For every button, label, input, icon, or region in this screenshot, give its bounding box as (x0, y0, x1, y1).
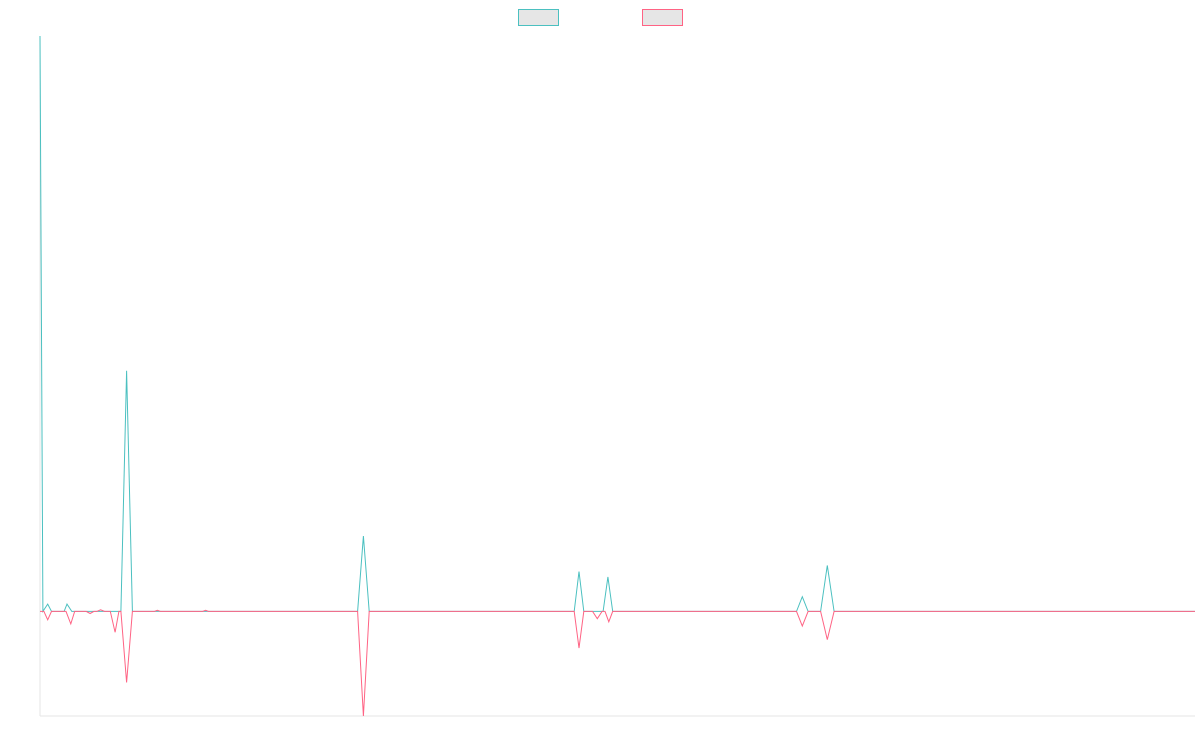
legend-swatch-1[interactable] (518, 9, 559, 26)
legend-item-2[interactable] (642, 9, 683, 26)
series-line-1 (39, 35, 1195, 614)
legend-swatch-2[interactable] (642, 9, 683, 26)
legend-item-1[interactable] (518, 9, 559, 26)
series-line-2 (40, 609, 1195, 717)
legend[interactable] (518, 9, 683, 26)
axes (39, 36, 1195, 717)
series-layer (39, 35, 1195, 717)
